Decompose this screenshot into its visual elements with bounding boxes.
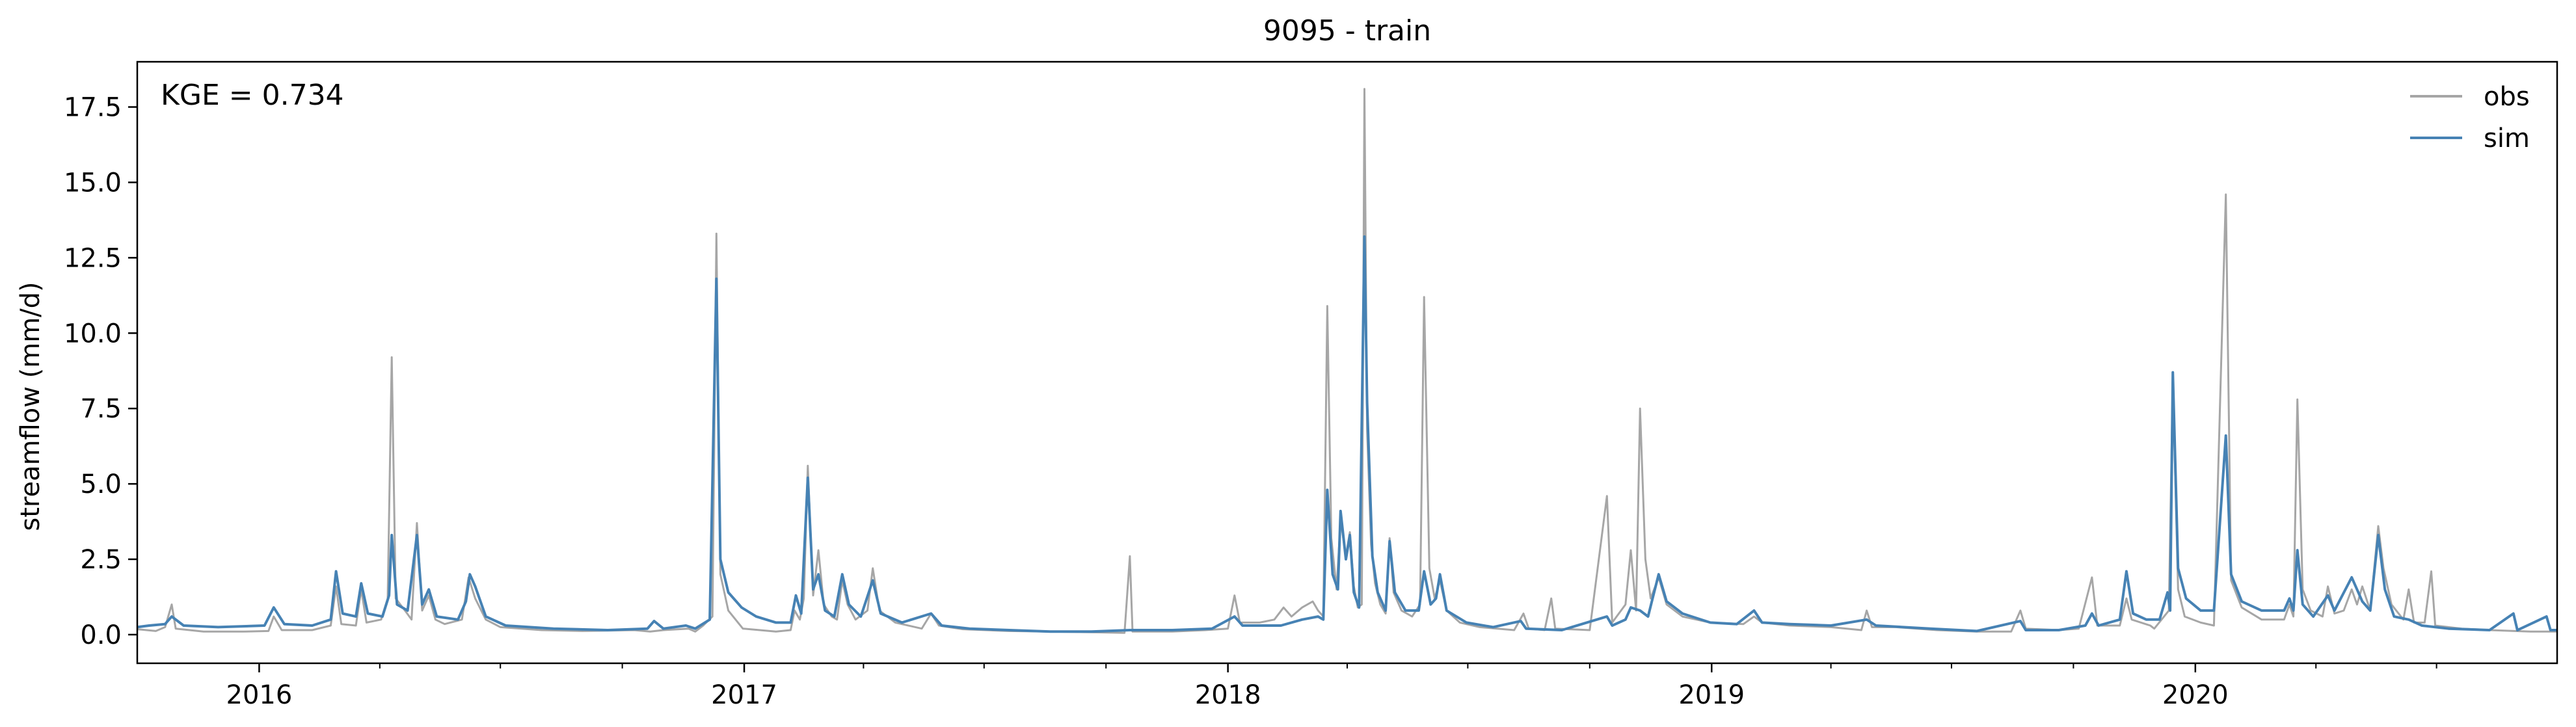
y-axis-ticks: 0.0 2.5 5.0 7.5 10.0 12.5 15.0 17.5	[64, 93, 137, 650]
plot-area-frame	[136, 60, 2558, 665]
kge-annotation: KGE = 0.734	[161, 79, 344, 112]
y-tick-label: 5.0	[80, 469, 122, 499]
x-axis-ticks: 2016 2017 2018 2019 2020	[226, 663, 2437, 710]
y-axis-label: streamflow (mm/d)	[16, 282, 46, 531]
x-tick-label: 2017	[711, 680, 777, 710]
x-tick-label: 2019	[1678, 680, 1745, 710]
y-tick-label: 0.0	[80, 620, 122, 650]
x-tick-label: 2020	[2162, 680, 2229, 710]
legend: obs sim	[2410, 82, 2530, 153]
series-line-obs	[137, 88, 2557, 634]
y-tick-label: 12.5	[64, 243, 122, 273]
x-tick-label: 2018	[1195, 680, 1261, 710]
legend-sim-label: sim	[2484, 124, 2530, 153]
series-line-sim	[137, 235, 2557, 633]
y-tick-label: 7.5	[80, 394, 122, 424]
y-tick-label: 15.0	[64, 168, 122, 198]
y-tick-label: 2.5	[80, 545, 122, 575]
y-tick-label: 17.5	[64, 93, 122, 123]
legend-obs-label: obs	[2484, 82, 2530, 112]
series-layer	[137, 88, 2557, 634]
y-tick-label: 10.0	[64, 319, 122, 349]
x-tick-label: 2016	[226, 680, 293, 710]
chart-title: 9095 - train	[1263, 14, 1431, 47]
